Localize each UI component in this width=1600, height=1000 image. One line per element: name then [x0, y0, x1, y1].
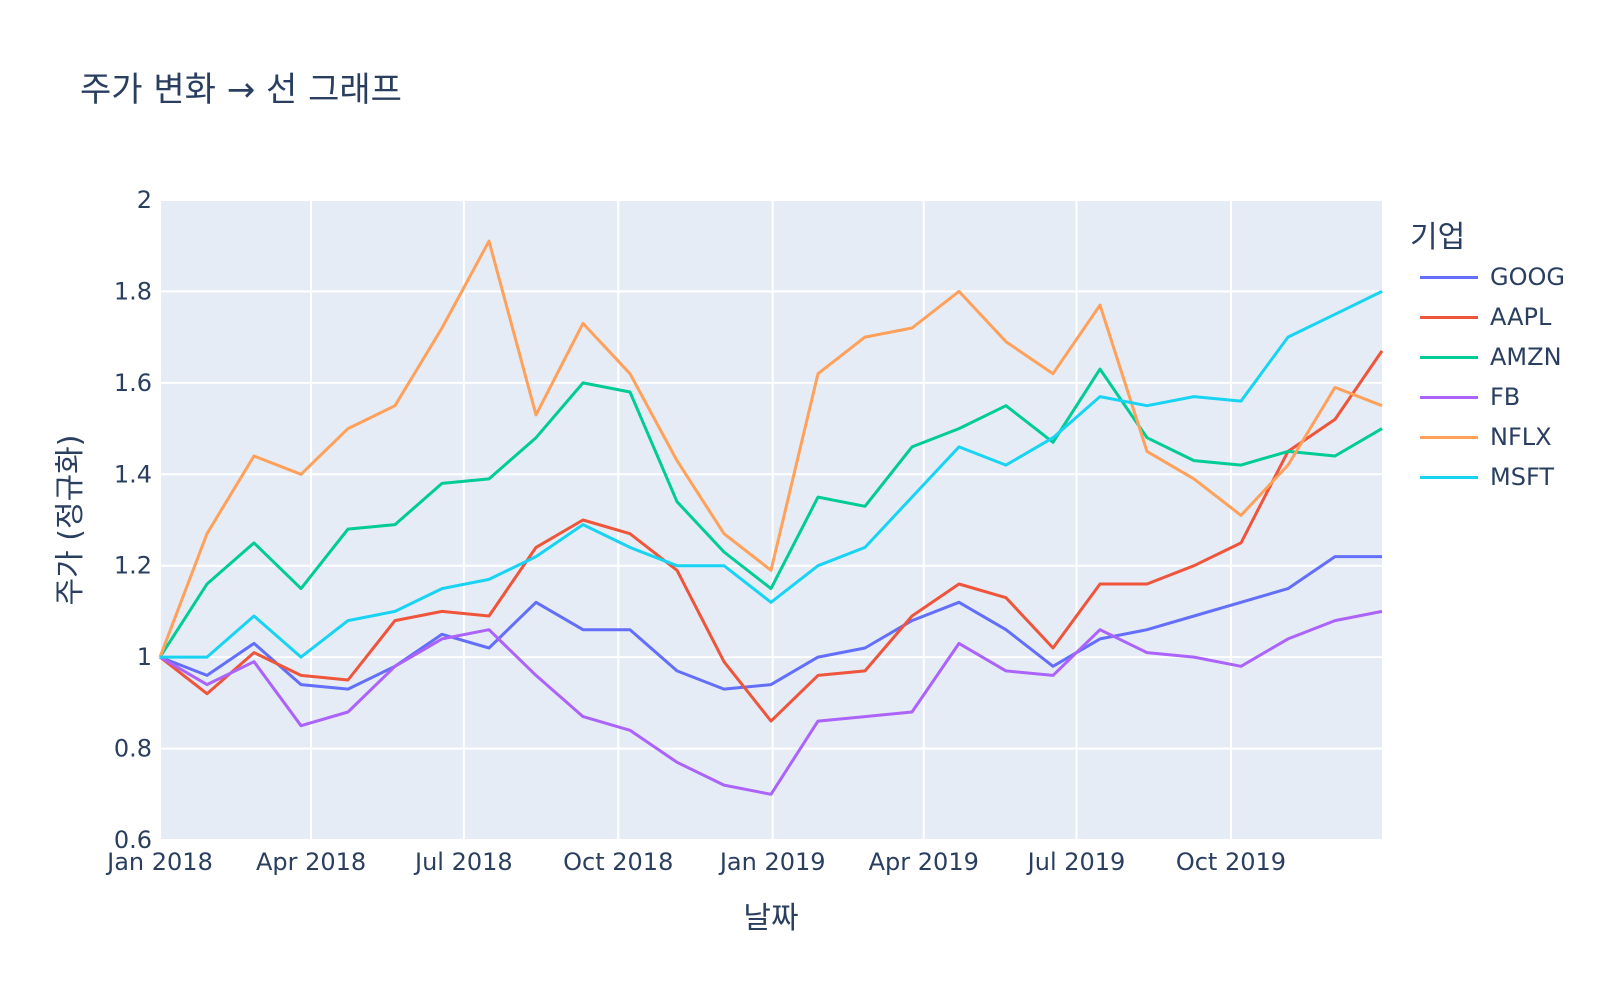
- x-tick-label: Apr 2018: [256, 848, 366, 876]
- x-tick-label: Jan 2019: [718, 848, 826, 876]
- legend-label: GOOG: [1490, 263, 1565, 291]
- legend-swatch: [1420, 315, 1478, 319]
- legend-swatch: [1420, 275, 1478, 279]
- y-tick-label: 0.6: [114, 826, 152, 854]
- x-tick-label: Jan 2018: [105, 848, 213, 876]
- legend-label: NFLX: [1490, 423, 1552, 451]
- legend-label: MSFT: [1490, 463, 1554, 491]
- chart-title: 주가 변화 → 선 그래프: [80, 70, 402, 110]
- legend-item-aapl[interactable]: AAPL: [1420, 297, 1565, 337]
- legend: GOOG AAPL AMZN FB NFLX MSFT: [1420, 257, 1565, 497]
- x-axis-title: 날짜: [743, 901, 798, 936]
- legend-item-msft[interactable]: MSFT: [1420, 457, 1565, 497]
- y-tick-label: 1: [137, 643, 152, 671]
- legend-label: AMZN: [1490, 343, 1562, 371]
- series-line-aapl: [159, 350, 1384, 723]
- legend-swatch: [1420, 395, 1478, 399]
- legend-label: FB: [1490, 383, 1521, 411]
- x-tick-label: Jul 2019: [1026, 848, 1126, 876]
- series-line-amzn: [158, 367, 1383, 658]
- x-tick-label: Oct 2019: [1176, 848, 1286, 876]
- series-line-goog: [159, 555, 1382, 691]
- series-line-fb: [159, 609, 1383, 796]
- legend-swatch: [1420, 475, 1478, 479]
- series-line-nflx: [158, 239, 1383, 658]
- legend-swatch: [1420, 355, 1478, 359]
- y-tick-label: 1.6: [114, 369, 152, 397]
- x-tick-label: Apr 2019: [869, 848, 979, 876]
- gridlines: [159, 199, 1382, 841]
- legend-item-fb[interactable]: FB: [1420, 377, 1565, 417]
- x-axis-ticks: Jan 2018 Apr 2018 Jul 2018 Oct 2018 Jan 2019…: [105, 848, 1286, 876]
- legend-title: 기업: [1410, 220, 1466, 255]
- legend-label: AAPL: [1490, 303, 1552, 331]
- plot-area: [160, 200, 1382, 840]
- y-tick-label: 1.2: [114, 552, 152, 580]
- y-tick-label: 0.8: [114, 735, 152, 763]
- y-axis-title: 주가 (정규화): [53, 435, 88, 606]
- legend-item-nflx[interactable]: NFLX: [1420, 417, 1565, 457]
- series-line-msft: [160, 290, 1383, 659]
- legend-item-goog[interactable]: GOOG: [1420, 257, 1565, 297]
- y-tick-label: 1.4: [114, 460, 152, 488]
- y-tick-label: 1.8: [114, 277, 152, 305]
- legend-swatch: [1420, 435, 1478, 439]
- x-tick-label: Jul 2018: [413, 848, 513, 876]
- series-lines: [158, 239, 1384, 796]
- x-tick-label: Oct 2018: [563, 848, 673, 876]
- y-axis-ticks: 0.6 0.8 1 1.2 1.4 1.6 1.8 2: [114, 186, 152, 854]
- y-tick-label: 2: [137, 186, 152, 214]
- legend-item-amzn[interactable]: AMZN: [1420, 337, 1565, 377]
